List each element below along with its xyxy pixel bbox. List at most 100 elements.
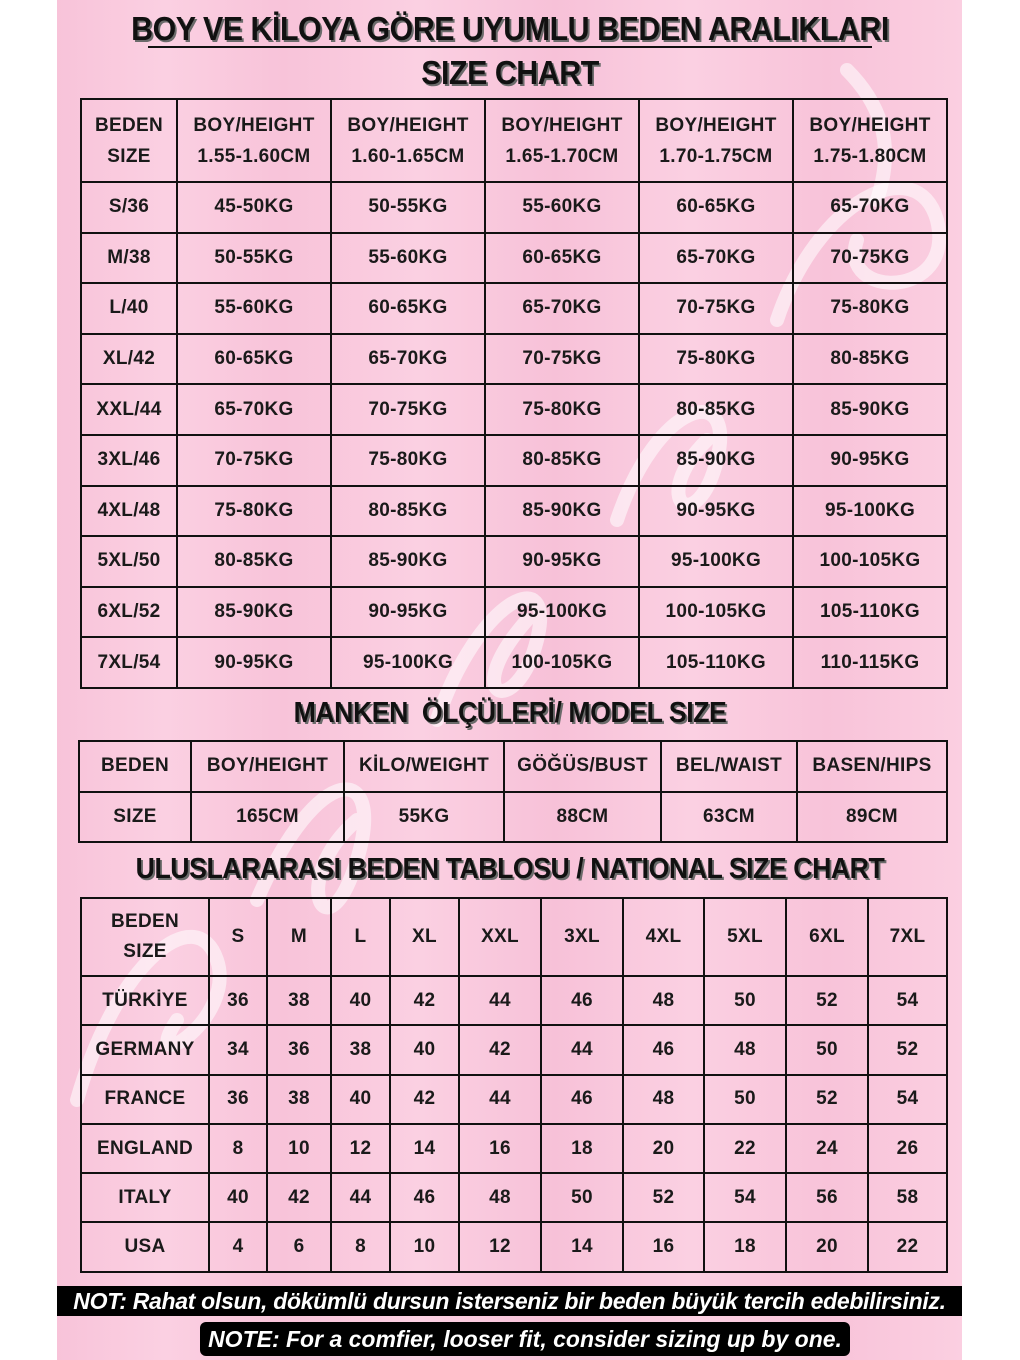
size-chart-table: BEDEN SIZE BOY/HEIGHT 1.55-1.60CM BOY/HEIGHT… [80,98,948,689]
country-cell: USA [80,1221,210,1273]
cell-text: SIZE [123,941,167,962]
weight-cell: 85-90KG [176,585,332,639]
weight-cell: 65-70KG [484,282,640,335]
header-cell: BEDEN SIZE [80,897,210,977]
weight-cell: 80-85KG [484,433,640,487]
size-value-cell: 48 [458,1172,542,1224]
size-value-cell: 36 [208,974,268,1027]
weight-cell: 100-105KG [638,585,794,639]
table-row: 3XL/46 70-75KG 75-80KG 80-85KG 85-90KG 90-95K… [80,433,948,487]
weight-cell: 75-80KG [792,282,948,335]
size-value-cell: 48 [622,1073,705,1125]
header-cell: BEL/WAIST [660,740,798,793]
weight-cell: 90-95KG [176,636,332,689]
header-row: BEDEN SIZE BOY/HEIGHT 1.55-1.60CM BOY/HEIGHT… [80,98,948,183]
weight-cell: 65-70KG [176,383,332,436]
header-cell: BOY/HEIGHT 1.60-1.65CM [330,98,486,183]
size-header-cell: S [208,897,268,977]
size-value-cell: 10 [389,1221,460,1273]
header-row: BEDEN SIZE S M L XL XXL 3XL 4XL 5XL 6XL 7XL [80,897,948,977]
weight-cell: 90-95KG [484,535,640,588]
country-cell: GERMANY [80,1024,210,1076]
country-cell: ENGLAND [80,1122,210,1175]
size-value-cell: 58 [867,1172,948,1224]
weight-cell: 70-75KG [638,282,794,335]
size-value-cell: 6 [266,1221,332,1273]
size-value-cell: 46 [540,1073,624,1125]
size-value-cell: 56 [785,1172,869,1224]
size-cell: 6XL/52 [80,585,178,639]
weight-cell: 80-85KG [330,484,486,538]
table-row: FRANCE 36 38 40 42 44 46 48 50 52 54 [80,1073,948,1125]
note-turkish: NOT: Rahat olsun, dökümlü dursun isterse… [57,1286,962,1316]
size-value-cell: 42 [266,1172,332,1224]
size-value-cell: 40 [330,1073,391,1125]
table-row: ITALY 40 42 44 46 48 50 52 54 56 58 [80,1172,948,1224]
size-header-cell: XL [389,897,460,977]
cell-text: 1.75-1.80CM [813,145,927,167]
size-value-cell: 38 [330,1024,391,1076]
header-cell: BASEN/HIPS [796,740,948,793]
cell-text: BOY/HEIGHT [501,114,623,136]
size-value-cell: 8 [330,1221,391,1273]
weight-cell: 75-80KG [638,332,794,386]
weight-cell: 60-65KG [484,231,640,285]
cell-text: 1.55-1.60CM [197,145,311,167]
size-cell: L/40 [80,282,178,335]
header-cell: GÖĞÜS/BUST [503,740,662,793]
cell-text: 1.65-1.70CM [505,145,619,167]
weight-cell: 105-110KG [792,585,948,639]
weight-cell: 90-95KG [638,484,794,538]
weight-cell: 95-100KG [484,585,640,639]
size-cell: 4XL/48 [80,484,178,538]
weight-cell: 50-55KG [330,181,486,234]
weight-cell: 95-100KG [638,535,794,588]
weight-cell: 45-50KG [176,181,332,234]
table-row: TÜRKİYE 36 38 40 42 44 46 48 50 52 54 [80,974,948,1027]
size-value-cell: 18 [703,1221,787,1273]
size-value-cell: 46 [389,1172,460,1224]
weight-cell: 60-65KG [330,282,486,335]
header-cell: BOY/HEIGHT 1.75-1.80CM [792,98,948,183]
size-value-cell: 12 [458,1221,542,1273]
size-value-cell: 52 [867,1024,948,1076]
cell-text: BOY/HEIGHT [809,114,931,136]
weight-cell: 95-100KG [330,636,486,689]
size-header-cell: 4XL [622,897,705,977]
note-english: NOTE: For a comfier, looser fit, conside… [200,1322,850,1356]
weight-cell: 80-85KG [176,535,332,588]
weight-cell: 55-60KG [484,181,640,234]
weight-cell: 60-65KG [176,332,332,386]
table-row: 4XL/48 75-80KG 80-85KG 85-90KG 90-95KG 95-100… [80,484,948,538]
national-size-title: ULUSLARARASI BEDEN TABLOSU / NATIONAL SI… [135,853,885,885]
weight-cell: 100-105KG [484,636,640,689]
header-cell: BEDEN [78,740,192,793]
weight-cell: 95-100KG [792,484,948,538]
country-cell: FRANCE [80,1073,210,1125]
weight-cell: 85-90KG [484,484,640,538]
size-value-cell: 52 [785,1073,869,1125]
header-cell: BOY/HEIGHT 1.65-1.70CM [484,98,640,183]
size-value-cell: 42 [458,1024,542,1076]
value-cell: 63CM [660,790,798,843]
size-value-cell: 38 [266,974,332,1027]
size-value-cell: 52 [622,1172,705,1224]
weight-cell: 80-85KG [638,383,794,436]
weight-cell: 105-110KG [638,636,794,689]
country-cell: TÜRKİYE [80,974,210,1027]
size-value-cell: 12 [330,1122,391,1175]
table-row: 5XL/50 80-85KG 85-90KG 90-95KG 95-100KG 100-1… [80,535,948,588]
value-cell: SIZE [78,790,192,843]
table-row: SIZE 165CM 55KG 88CM 63CM 89CM [78,790,948,843]
size-value-cell: 46 [540,974,624,1027]
size-value-cell: 14 [389,1122,460,1175]
table-row: USA 4 6 8 10 12 14 16 18 20 22 [80,1221,948,1273]
size-header-cell: L [330,897,391,977]
cell-text: SIZE [107,145,151,167]
size-cell: XXL/44 [80,383,178,436]
size-cell: 3XL/46 [80,433,178,487]
size-value-cell: 40 [389,1024,460,1076]
size-value-cell: 22 [867,1221,948,1273]
size-cell: M/38 [80,231,178,285]
model-size-title: MANKEN ÖLÇÜLERİ/ MODEL SIZE [293,697,727,729]
